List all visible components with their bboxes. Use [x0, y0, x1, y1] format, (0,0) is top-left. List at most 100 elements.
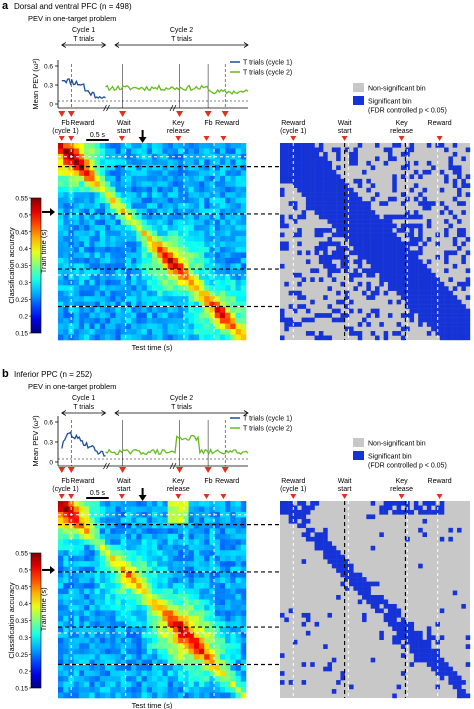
sig-cell: [383, 268, 389, 274]
heatmap-cell: [63, 252, 69, 259]
axis-break: [172, 462, 177, 470]
heatmap-cell: [178, 692, 184, 699]
heatmap-cell: [193, 323, 200, 330]
heatmap-cell: [131, 643, 137, 650]
sig-cell: [318, 187, 324, 193]
heatmap-cell: [188, 555, 195, 562]
heatmap-cell: [157, 632, 163, 639]
heatmap-cell: [162, 632, 168, 639]
heatmap-cell: [110, 506, 116, 513]
sig-cell: [422, 272, 428, 278]
sig-cell: [318, 228, 324, 233]
heatmap-cell: [240, 566, 247, 573]
heatmap-cell: [73, 274, 80, 281]
heatmap-cell: [188, 659, 195, 666]
sig-cell: [314, 268, 320, 274]
heatmap-cell: [146, 214, 153, 220]
sig-cell: [353, 228, 358, 233]
sig-cell: [314, 192, 320, 197]
heatmap-cell: [73, 225, 80, 231]
sig-cell: [431, 286, 436, 291]
heatmap-cell: [225, 170, 231, 177]
sig-cell: [396, 250, 402, 256]
heatmap-cell: [162, 610, 168, 617]
heatmap-cell: [225, 274, 231, 281]
sig-cell: [366, 232, 371, 238]
heatmap-cell: [94, 665, 101, 671]
sig-cell: [396, 228, 402, 233]
heatmap-cell: [146, 257, 153, 264]
colorbar-label: Classification accuracy: [7, 582, 16, 659]
heatmap-cell: [84, 323, 90, 330]
heatmap-cell: [204, 566, 210, 573]
heatmap-cell: [209, 539, 215, 546]
heatmap-cell: [172, 670, 179, 677]
sig-cell: [457, 680, 462, 685]
sig-cell: [396, 608, 402, 614]
event-label-right: release: [390, 486, 413, 493]
heatmap-cell: [136, 301, 142, 308]
sig-cell: [323, 644, 328, 649]
heatmap-cell: [120, 632, 127, 639]
sig-cell: [444, 335, 449, 341]
heatmap-cell: [78, 665, 85, 671]
sig-cell: [344, 572, 350, 578]
heatmap-cell: [73, 566, 80, 573]
sig-cell: [318, 245, 324, 251]
heatmap-cell: [89, 186, 95, 193]
sig-cell: [301, 518, 307, 524]
sig-cell: [439, 286, 445, 291]
heatmap-cell: [89, 307, 95, 313]
sig-cell: [375, 603, 380, 609]
heatmap-cell: [125, 572, 132, 578]
pev-ylabel: Mean PEV (ω²): [31, 58, 40, 110]
heatmap-cell: [193, 263, 200, 270]
sig-cell: [297, 232, 302, 238]
heatmap-cell: [152, 539, 158, 546]
heatmap-cell: [58, 274, 64, 281]
heatmap-cell: [63, 594, 69, 600]
sig-cell: [336, 228, 341, 233]
sig-cell: [310, 201, 315, 206]
sig-cell: [396, 277, 402, 282]
sig-cell: [375, 308, 380, 314]
event-label-right: Reward: [428, 478, 452, 485]
colorbar-tick-label: 0.25: [15, 652, 28, 659]
heatmap-cell: [73, 159, 80, 166]
heatmap-cell: [188, 285, 195, 292]
sig-cell: [422, 205, 428, 211]
sig-cell: [344, 201, 350, 206]
sig-cell: [379, 254, 384, 260]
heatmap-cell: [167, 550, 174, 557]
sig-cell: [284, 151, 289, 157]
sig-cell: [439, 308, 445, 314]
sig-cell: [292, 201, 298, 206]
sig-cell: [331, 308, 337, 314]
heatmap-cell: [73, 555, 80, 562]
heatmap-cell: [235, 528, 242, 535]
heatmap-cell: [219, 681, 226, 688]
heatmap-cell: [63, 301, 69, 308]
heatmap-cell: [125, 246, 132, 253]
heatmap-cell: [172, 143, 179, 149]
heatmap-cell: [152, 186, 158, 193]
heatmap-cell: [183, 637, 189, 644]
heatmap-cell: [183, 181, 189, 188]
heatmap-cell: [188, 170, 195, 177]
sig-cell: [366, 160, 371, 166]
heatmap-cell: [178, 572, 184, 578]
heatmap-cell: [240, 208, 247, 215]
heatmap-cell: [141, 301, 148, 308]
sig-cell: [340, 245, 345, 251]
heatmap-cell: [209, 312, 215, 319]
heatmap-cell: [219, 246, 226, 253]
sig-cell: [418, 281, 423, 287]
sig-cell: [292, 160, 298, 166]
heatmap-cell: [152, 594, 158, 600]
heatmap-cell: [235, 181, 242, 188]
heatmap-cell: [94, 643, 101, 650]
heatmap-cell: [146, 246, 153, 253]
heatmap-cell: [183, 594, 189, 600]
sig-cell: [284, 617, 289, 623]
sig-cell: [310, 196, 315, 202]
